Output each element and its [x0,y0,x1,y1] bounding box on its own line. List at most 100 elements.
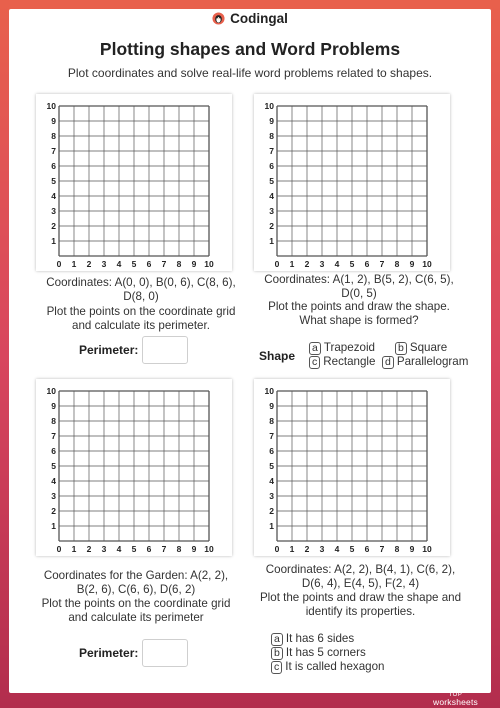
y-axis-tick-label: 7 [269,146,274,156]
problem-1-coordinates: Coordinates: A(0, 0), B(0, 6), C(8, 6), … [46,276,236,304]
y-axis-tick-label: 2 [269,221,274,231]
x-axis-tick-label: 7 [380,544,385,554]
option-rectangle[interactable]: c Rectangle [309,355,375,369]
y-axis-tick-label: 5 [269,461,274,471]
x-axis-tick-label: 9 [410,544,415,554]
y-axis-tick-label: 9 [51,401,56,411]
x-axis-tick-label: 8 [395,544,400,554]
x-axis-tick-label: 10 [422,259,432,269]
y-axis-tick-label: 2 [269,506,274,516]
y-axis-tick-label: 4 [51,476,56,486]
x-axis-tick-label: 3 [102,544,107,554]
y-axis-tick-label: 1 [269,521,274,531]
x-axis-tick-label: 8 [395,259,400,269]
y-axis-tick-label: 5 [51,176,56,186]
x-axis-tick-label: 0 [57,259,62,269]
x-axis-tick-label: 7 [380,259,385,269]
x-axis-tick-label: 10 [204,544,214,554]
y-axis-tick-label: 4 [269,191,274,201]
x-axis-tick-label: 6 [147,259,152,269]
x-axis-tick-label: 10 [204,259,214,269]
x-axis-tick-label: 3 [320,544,325,554]
y-axis-tick-label: 8 [51,416,56,426]
y-axis-tick-label: 2 [51,221,56,231]
problem-4-instruction: Plot the points and draw the shape and i… [259,591,462,619]
x-axis-tick-label: 2 [305,544,310,554]
y-axis-tick-label: 1 [51,521,56,531]
y-axis-tick-label: 1 [51,236,56,246]
y-axis-tick-label: 4 [51,191,56,201]
x-axis-tick-label: 7 [162,259,167,269]
coordinate-grid-2[interactable]: 0 1 1 2 2 3 3 4 4 5 5 6 6 7 7 8 8 9 9 10 10 [254,94,450,271]
x-axis-tick-label: 2 [87,544,92,554]
perimeter-answer-box[interactable] [142,336,188,364]
x-axis-tick-label: 0 [275,259,280,269]
worksheet-page: Codingal Plotting shapes and Word Proble… [9,9,491,693]
y-axis-tick-label: 9 [269,401,274,411]
y-axis-tick-label: 4 [269,476,274,486]
topworksheets-watermark: TOP worksheets [433,692,478,707]
y-axis-tick-label: 10 [47,386,57,396]
x-axis-tick-label: 1 [290,259,295,269]
y-axis-tick-label: 3 [51,206,56,216]
logo-text: Codingal [230,11,288,26]
x-axis-tick-label: 0 [275,544,280,554]
x-axis-tick-label: 3 [102,259,107,269]
y-axis-tick-label: 8 [269,416,274,426]
perimeter-label: Perimeter: [79,343,139,357]
coordinate-grid-4[interactable]: 0 1 1 2 2 3 3 4 4 5 5 6 6 7 7 8 8 9 9 10 10 [254,379,450,556]
y-axis-tick-label: 10 [265,101,275,111]
y-axis-tick-label: 3 [51,491,56,501]
x-axis-tick-label: 4 [335,259,340,269]
problem-3-coordinates: Coordinates for the Garden: A(2, 2), B(2… [43,569,229,597]
option-trapezoid[interactable]: a Trapezoid [309,341,375,355]
y-axis-tick-label: 5 [269,176,274,186]
x-axis-tick-label: 9 [192,259,197,269]
x-axis-tick-label: 8 [177,259,182,269]
option-parallelogram[interactable]: d Parallelogram [382,355,468,369]
option-six-sides[interactable]: a It has 6 sides [271,632,354,646]
x-axis-tick-label: 1 [290,544,295,554]
y-axis-tick-label: 7 [51,431,56,441]
problem-3-instruction: Plot the points on the coordinate grid a… [41,597,231,625]
x-axis-tick-label: 6 [147,544,152,554]
x-axis-tick-label: 4 [335,544,340,554]
x-axis-tick-label: 2 [87,259,92,269]
y-axis-tick-label: 6 [51,161,56,171]
x-axis-tick-label: 6 [365,544,370,554]
y-axis-tick-label: 8 [269,131,274,141]
problem-4-coordinates: Coordinates: A(2, 2), B(4, 1), C(6, 2), … [265,563,456,591]
x-axis-tick-label: 3 [320,259,325,269]
x-axis-tick-label: 5 [132,544,137,554]
logo: Codingal [9,11,491,26]
x-axis-tick-label: 5 [350,259,355,269]
y-axis-tick-label: 6 [51,446,56,456]
y-axis-tick-label: 3 [269,491,274,501]
perimeter-answer-box-garden[interactable] [142,639,188,667]
x-axis-tick-label: 7 [162,544,167,554]
x-axis-tick-label: 1 [72,544,77,554]
x-axis-tick-label: 4 [117,544,122,554]
shape-label: Shape [259,349,296,363]
page-subtitle: Plot coordinates and solve real-life wor… [67,66,433,80]
x-axis-tick-label: 10 [422,544,432,554]
option-square[interactable]: b Square [395,341,447,355]
y-axis-tick-label: 9 [51,116,56,126]
x-axis-tick-label: 5 [350,544,355,554]
x-axis-tick-label: 9 [192,544,197,554]
y-axis-tick-label: 10 [47,101,57,111]
penguin-logo-icon [212,12,225,25]
y-axis-tick-label: 6 [269,446,274,456]
y-axis-tick-label: 7 [51,146,56,156]
perimeter-label-garden: Perimeter: [79,646,139,660]
coordinate-grid-3[interactable]: 0 1 1 2 2 3 3 4 4 5 5 6 6 7 7 8 8 9 9 10 10 [36,379,232,556]
y-axis-tick-label: 3 [269,206,274,216]
coordinate-grid-1[interactable]: 0 1 1 2 2 3 3 4 4 5 5 6 6 7 7 8 8 9 9 10 10 [36,94,232,271]
page-title: Plotting shapes and Word Problems [99,39,401,59]
y-axis-tick-label: 6 [269,161,274,171]
x-axis-tick-label: 0 [57,544,62,554]
x-axis-tick-label: 8 [177,544,182,554]
option-five-corners[interactable]: b It has 5 corners [271,646,366,660]
option-hexagon[interactable]: c It is called hexagon [271,660,385,674]
y-axis-tick-label: 5 [51,461,56,471]
